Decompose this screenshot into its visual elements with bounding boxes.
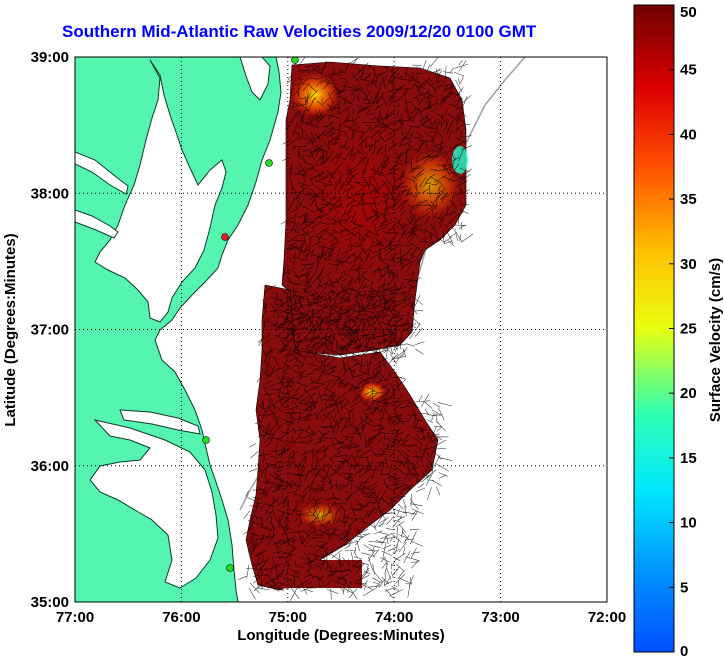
y-tick-labels: 39:00 38:00 37:00 36:00 35:00 bbox=[31, 49, 69, 611]
colorbar-tick-label: 40 bbox=[680, 126, 697, 143]
y-tick-label: 36:00 bbox=[31, 458, 69, 475]
plot-frame bbox=[74, 56, 608, 603]
y-tick-label: 37:00 bbox=[31, 322, 69, 339]
map-title: Southern Mid-Atlantic Raw Velocities 200… bbox=[62, 22, 537, 41]
map-grid bbox=[75, 57, 607, 602]
x-tick-label: 76:00 bbox=[162, 609, 200, 626]
colorbar-tick-label: 10 bbox=[680, 515, 697, 532]
colorbar bbox=[633, 4, 675, 653]
colorbar-tick-labels: 0 5 10 15 20 25 30 35 40 45 50 bbox=[669, 4, 697, 659]
colorbar-label: Surface Velocity (cm/s) bbox=[707, 258, 724, 422]
radar-site-marker bbox=[202, 436, 210, 444]
velocity-vectors bbox=[237, 57, 474, 602]
colorbar-tick-label: 20 bbox=[680, 385, 697, 402]
radar-site-marker bbox=[291, 57, 299, 64]
potomac-river bbox=[75, 151, 129, 195]
colorbar-tick-label: 50 bbox=[680, 4, 697, 21]
colorbar-tick-label: 45 bbox=[680, 62, 697, 79]
rappahannock-river bbox=[75, 209, 119, 239]
x-tick-label: 72:00 bbox=[588, 609, 626, 626]
colorbar-tick-label: 5 bbox=[680, 579, 688, 596]
radar-site-marker-inactive bbox=[221, 233, 229, 241]
x-axis-label: Longitude (Degrees:Minutes) bbox=[237, 627, 445, 644]
colorbar-tick-label: 25 bbox=[680, 321, 697, 338]
colorbar-tick-label: 15 bbox=[680, 450, 697, 467]
y-tick-label: 38:00 bbox=[31, 185, 69, 202]
velocity-vector-lines bbox=[237, 57, 474, 602]
radar-site-marker bbox=[226, 564, 234, 572]
colorbar-tick-label: 35 bbox=[680, 191, 697, 208]
pamlico-sound bbox=[89, 419, 219, 589]
radar-site-marker bbox=[265, 159, 273, 167]
colorbar-tick-label: 30 bbox=[680, 256, 697, 273]
x-tick-label: 75:00 bbox=[269, 609, 307, 626]
x-tick-label: 73:00 bbox=[481, 609, 519, 626]
delaware-bay bbox=[239, 57, 271, 101]
chesapeake-bay bbox=[94, 59, 227, 323]
x-tick-label: 74:00 bbox=[375, 609, 413, 626]
y-axis-label: Latitude (Degrees:Minutes) bbox=[2, 233, 19, 426]
y-tick-label: 35:00 bbox=[31, 594, 69, 611]
y-tick-label: 39:00 bbox=[31, 49, 69, 66]
albemarle-sound bbox=[119, 409, 201, 435]
colorbar-tick-label: 0 bbox=[680, 643, 688, 659]
x-tick-label: 77:00 bbox=[56, 609, 94, 626]
x-tick-labels: 77:00 76:00 75:00 74:00 73:00 72:00 bbox=[56, 609, 626, 626]
